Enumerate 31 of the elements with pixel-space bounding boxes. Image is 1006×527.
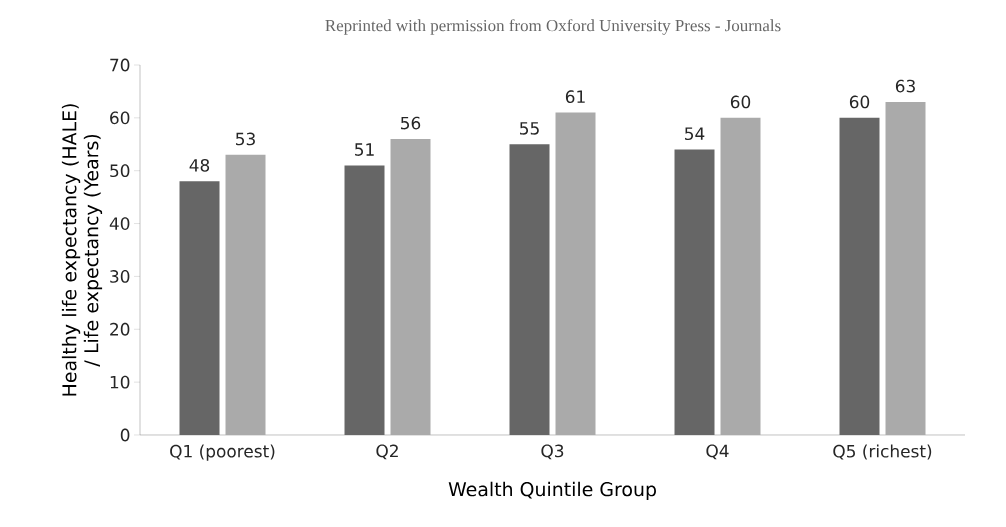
- data-label: 63: [895, 79, 915, 93]
- y-tick-label: 20: [110, 322, 130, 336]
- data-label: 61: [565, 90, 585, 104]
- y-tick-label: 60: [110, 111, 130, 125]
- x-tick-label: Q4: [706, 444, 729, 460]
- bar: [555, 112, 596, 435]
- data-label: 48: [189, 158, 210, 172]
- x-axis-title: Wealth Quintile Group: [448, 481, 656, 501]
- y-tick-label: 10: [110, 375, 130, 389]
- bar: [390, 138, 431, 435]
- x-tick-label: Q1 (poorest): [170, 444, 275, 461]
- bar: [885, 101, 926, 435]
- data-label: 56: [401, 116, 421, 130]
- y-tick-label: 70: [110, 58, 130, 72]
- data-label: 60: [849, 95, 870, 109]
- x-tick-label: Q5 (richest): [833, 444, 932, 460]
- y-tick-label: 50: [110, 164, 130, 178]
- y-tick-label: 0: [120, 428, 130, 442]
- data-label: 51: [355, 143, 374, 156]
- data-label: 55: [520, 122, 539, 135]
- y-tick-label: 40: [109, 217, 130, 230]
- bar: [225, 154, 266, 435]
- bar: [720, 117, 761, 435]
- x-tick-label: Q2: [376, 444, 398, 460]
- x-tick-label: Q3: [541, 444, 564, 460]
- y-axis-title: Healthy life expectancy (HALE) / Life expectancy (Years): [61, 104, 103, 396]
- text: Reprinted with permission from Oxford University Press - Journals: [325, 19, 781, 35]
- y-tick-label: 30: [110, 270, 130, 283]
- data-label: 53: [236, 132, 255, 146]
- data-label: 60: [730, 95, 751, 109]
- data-label: 54: [685, 127, 705, 141]
